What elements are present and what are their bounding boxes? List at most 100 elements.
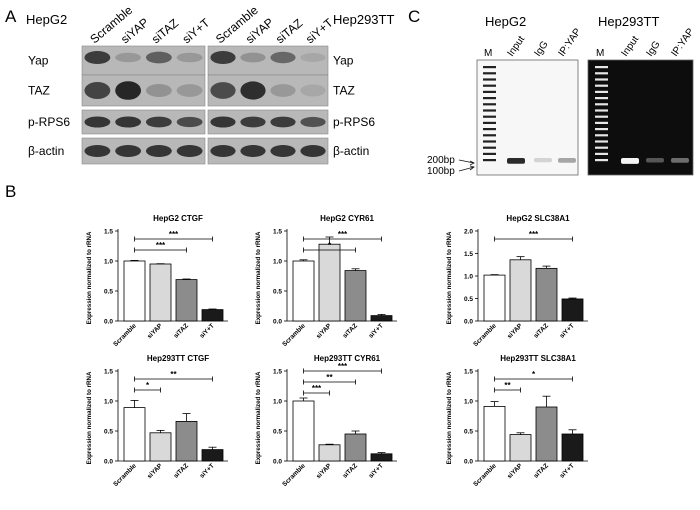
x-category-label: siY+T <box>368 322 385 339</box>
bar <box>561 298 584 322</box>
x-category-label: siY+T <box>559 462 576 479</box>
bar <box>175 420 198 462</box>
x-category-label: siTAZ <box>533 462 550 479</box>
cell-line-label-hepg2: HepG2 <box>26 12 67 27</box>
bar <box>344 433 367 462</box>
significance-label: ** <box>326 373 333 382</box>
significance-label: *** <box>338 230 348 239</box>
bar <box>201 449 224 462</box>
bar <box>318 243 341 322</box>
gel-lane-label: Input <box>505 34 527 59</box>
significance-label: *** <box>338 362 348 371</box>
bar <box>318 444 341 462</box>
bar-chart: HepG2 SLC38A1 Expression normalized to rR… <box>446 214 588 348</box>
panel-b-bar-charts: B HepG2 CTGF Expression normalized to rRNA… <box>5 182 588 488</box>
y-tick-label: 1.5 <box>464 251 473 258</box>
significance-label: ** <box>170 370 177 379</box>
x-category-label: Scramble <box>281 462 307 488</box>
marker-arrow <box>458 166 475 172</box>
blot-band <box>145 145 172 157</box>
ladder-band <box>483 146 496 149</box>
chart-title: Hep293TT SLC38A1 <box>500 354 576 363</box>
lane-label: siY+T <box>303 15 336 46</box>
bar-chart: Hep293TT CYR61 Expression normalized to r… <box>255 354 397 488</box>
significance-label: *** <box>169 230 179 239</box>
y-tick-label: 1.5 <box>104 368 113 375</box>
marker-label-200bp: 200bp <box>427 155 455 166</box>
bar <box>344 270 367 322</box>
y-axis-label: Expression normalized to rRNA <box>255 371 262 464</box>
blot-band <box>115 81 142 100</box>
ladder-band <box>483 115 496 118</box>
ladder-band <box>595 84 608 87</box>
ladder-band <box>595 159 608 162</box>
ladder-band <box>483 78 496 81</box>
blot-band <box>84 145 111 157</box>
y-tick-label: 1.0 <box>273 258 282 265</box>
ladder-band <box>595 78 608 81</box>
sample-band <box>534 158 552 163</box>
x-category-label: siY+T <box>199 462 216 479</box>
ladder-band <box>595 152 608 155</box>
significance-label: * <box>532 370 536 379</box>
y-axis-label: Expression normalized to rRNA <box>255 231 262 324</box>
bar <box>370 453 393 462</box>
significance-label: ** <box>504 381 511 390</box>
significance-label: * <box>146 381 150 390</box>
bar <box>292 400 315 462</box>
bar <box>149 263 172 322</box>
y-tick-label: 2.0 <box>464 228 473 235</box>
bar <box>149 432 172 462</box>
panel-letter-a: A <box>5 7 17 26</box>
y-axis-label: Expression normalized to rRNA <box>446 371 453 464</box>
blot-band <box>115 52 142 63</box>
blot-band <box>84 116 111 128</box>
blot-band <box>240 52 266 63</box>
row-label-left: p-RPS6 <box>28 115 70 129</box>
blot-band <box>176 116 203 128</box>
row-label-right: Yap <box>333 54 354 68</box>
y-tick-label: 1.0 <box>464 398 473 405</box>
x-category-label: Scramble <box>112 462 138 488</box>
y-axis-label: Expression normalized to rRNA <box>86 231 93 324</box>
blot-band <box>210 82 236 99</box>
panel-letter-c: C <box>408 7 420 26</box>
blot-band <box>84 81 111 100</box>
bar <box>535 406 558 462</box>
gel-lane-label: IP:YAP <box>556 26 583 58</box>
blot-band <box>145 83 172 98</box>
bar <box>535 267 558 322</box>
marker-arrowhead <box>469 160 475 166</box>
blot-band <box>115 116 142 128</box>
bar <box>483 274 506 322</box>
x-category-label: siTAZ <box>173 462 190 479</box>
blot-band <box>115 145 142 157</box>
y-tick-label: 0.0 <box>464 458 473 465</box>
chart-title: HepG2 SLC38A1 <box>506 214 570 223</box>
y-tick-label: 1.5 <box>273 228 282 235</box>
blot-band <box>300 145 326 157</box>
significance-label: *** <box>529 230 539 239</box>
y-tick-label: 1.0 <box>464 273 473 280</box>
ladder-band <box>595 72 608 75</box>
ladder-band <box>483 97 496 100</box>
ladder-band <box>483 121 496 124</box>
sample-band <box>507 158 525 164</box>
blot-band <box>176 84 203 97</box>
ladder-band <box>595 90 608 93</box>
x-category-label: Scramble <box>112 322 138 348</box>
chart-title: Hep293TT CYR61 <box>314 354 381 363</box>
y-tick-label: 0.5 <box>464 428 473 435</box>
significance-label: * <box>328 241 332 250</box>
blot-band <box>84 50 111 65</box>
blot-band <box>240 81 266 100</box>
row-label-right: β-actin <box>333 144 369 158</box>
marker-arrow <box>458 159 475 164</box>
bar <box>123 260 146 322</box>
y-tick-label: 0.0 <box>104 318 113 325</box>
y-tick-label: 1.0 <box>104 258 113 265</box>
blot-band <box>300 53 326 62</box>
y-tick-label: 1.5 <box>273 368 282 375</box>
ladder-band <box>595 121 608 124</box>
